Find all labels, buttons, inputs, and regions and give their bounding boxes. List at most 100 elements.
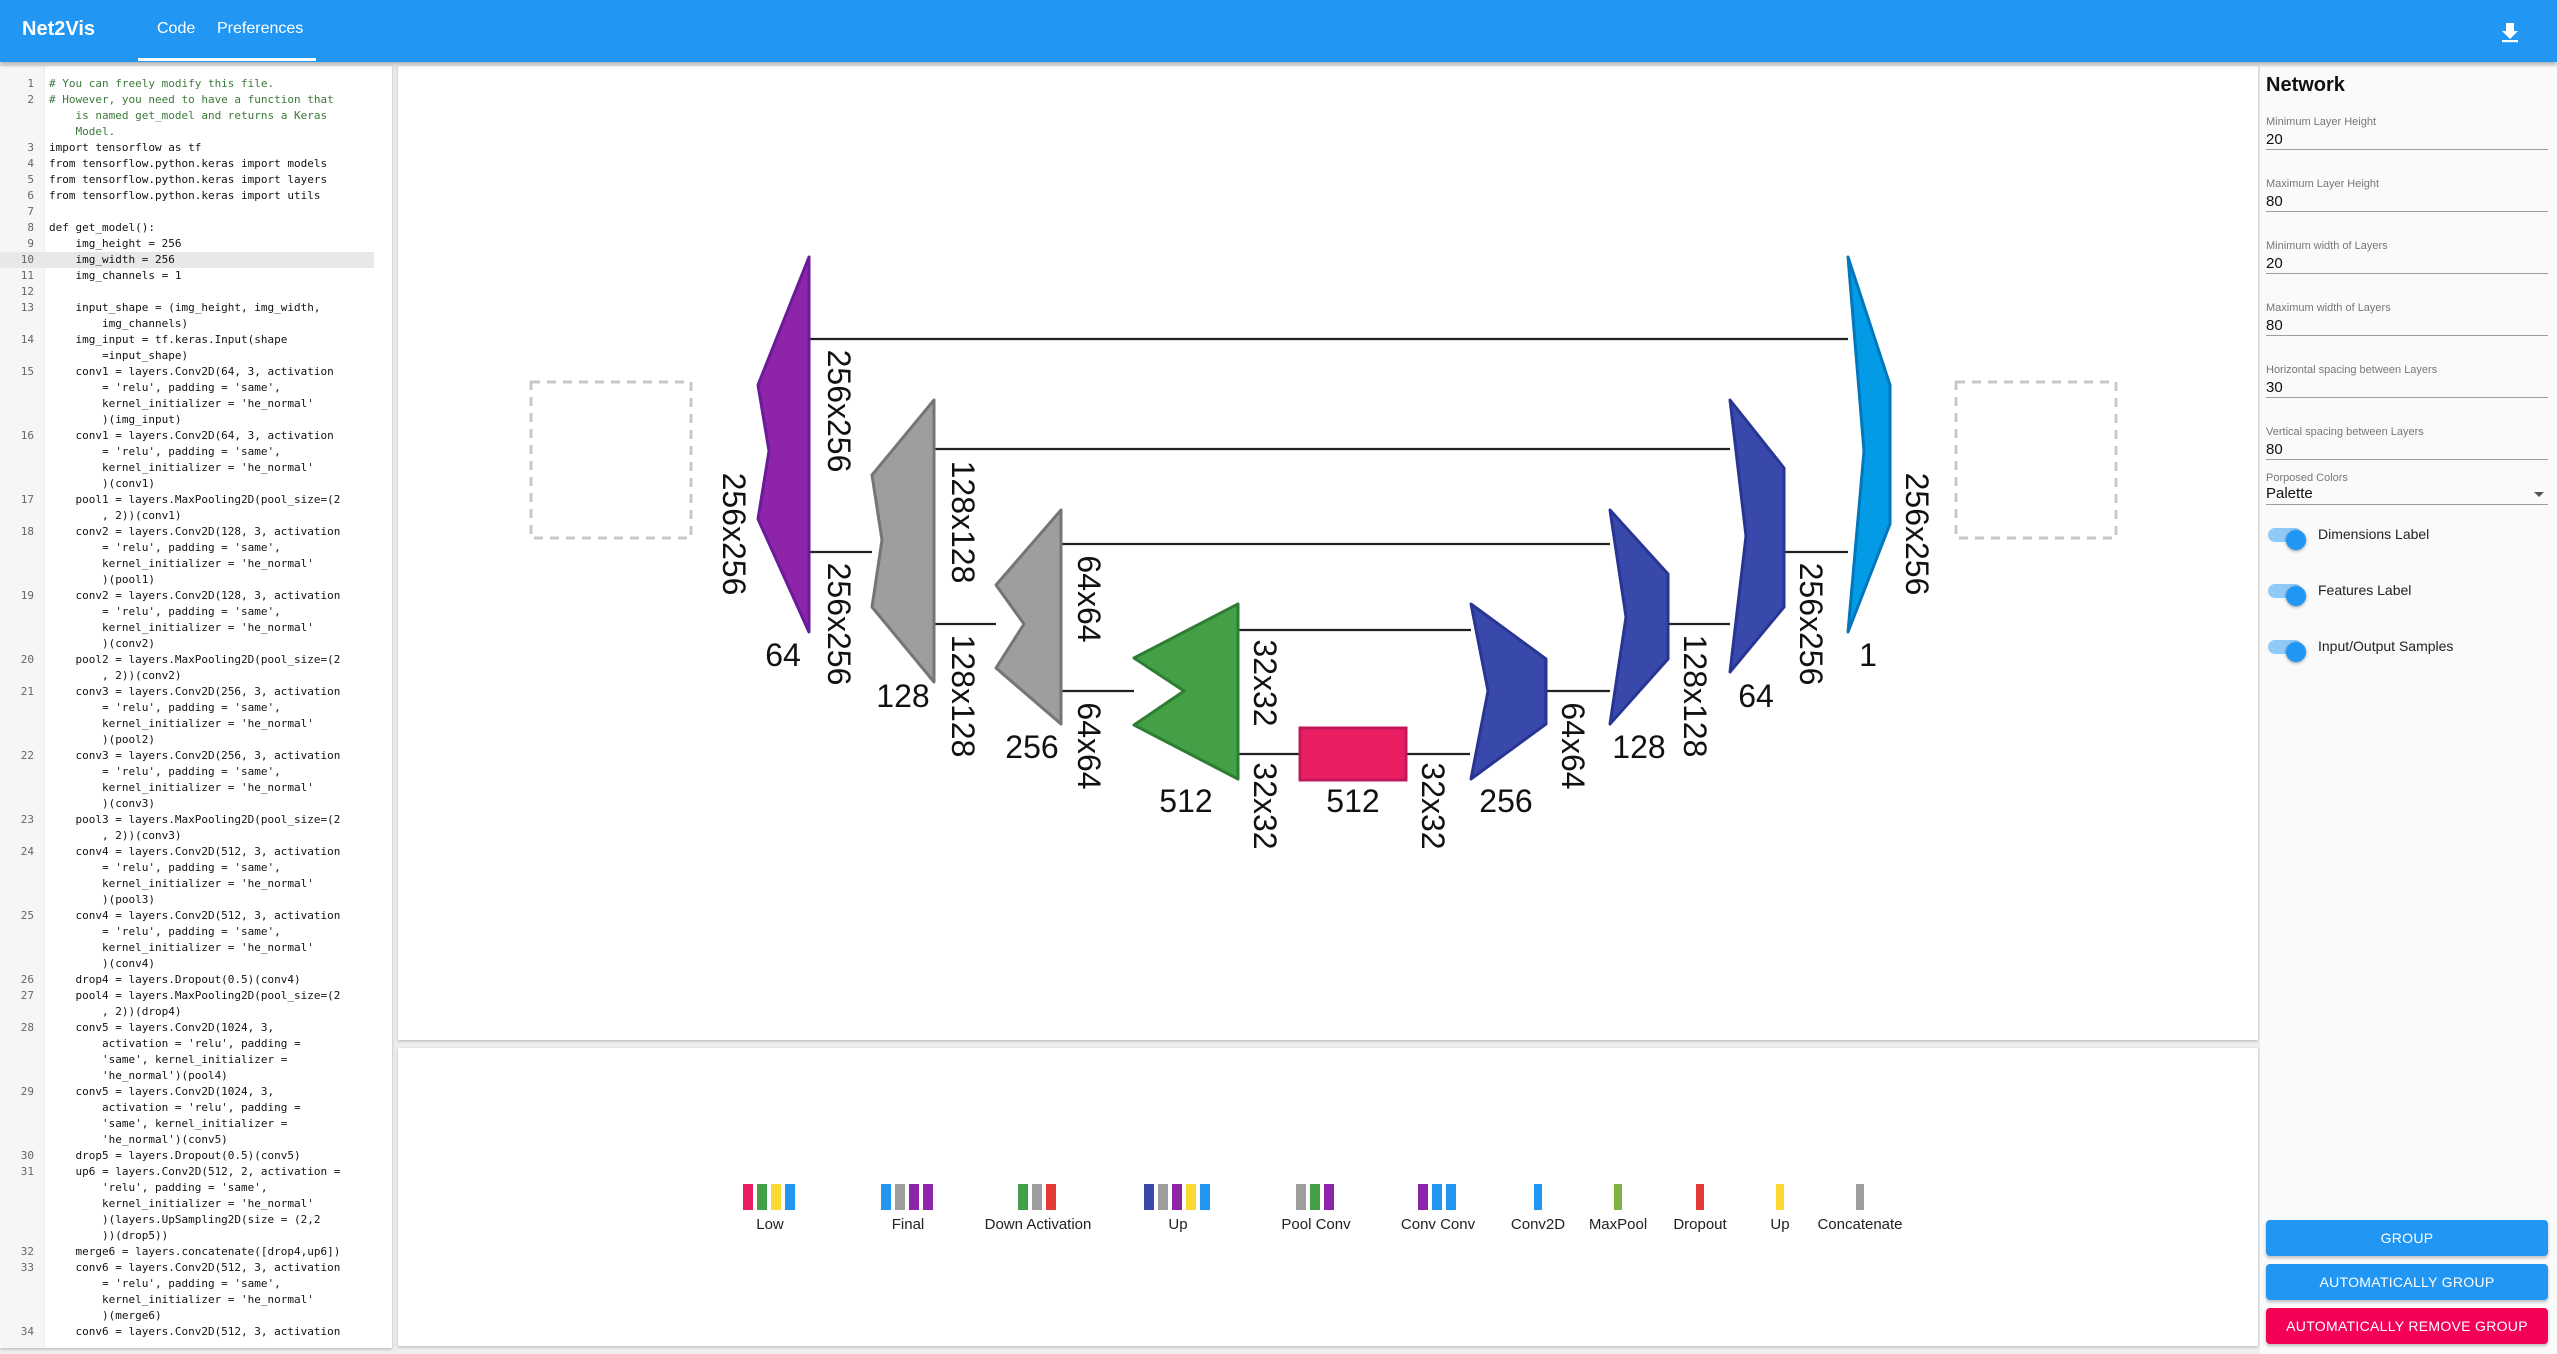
layer-1-shape[interactable] [756, 255, 811, 634]
code-line[interactable]: = 'relu', padding = 'same', [0, 444, 392, 460]
code-line[interactable]: 21 conv3 = layers.Conv2D(256, 3, activat… [0, 684, 392, 700]
code-line[interactable]: 18 conv2 = layers.Conv2D(128, 3, activat… [0, 524, 392, 540]
code-text[interactable]: conv1 = layers.Conv2D(64, 3, activation [49, 429, 334, 442]
layer-3-shape[interactable] [994, 508, 1063, 726]
code-line[interactable]: 19 conv2 = layers.Conv2D(128, 3, activat… [0, 588, 392, 604]
code-text[interactable]: img_input = tf.keras.Input(shape [49, 333, 288, 346]
code-line[interactable]: activation = 'relu', padding = [0, 1100, 392, 1116]
code-text[interactable]: )(pool1) [49, 573, 155, 586]
code-text[interactable]: )(conv1) [49, 477, 155, 490]
code-text[interactable]: = 'relu', padding = 'same', [49, 381, 281, 394]
code-text[interactable]: 'relu', padding = 'same', [49, 1181, 268, 1194]
code-line[interactable]: 10 img_width = 256 [0, 252, 392, 268]
code-line[interactable]: = 'relu', padding = 'same', [0, 924, 392, 940]
code-line[interactable]: kernel_initializer = 'he_normal' [0, 780, 392, 796]
code-text[interactable]: )(conv4) [49, 957, 155, 970]
code-line[interactable]: kernel_initializer = 'he_normal' [0, 1292, 392, 1308]
code-line[interactable]: 3 import tensorflow as tf [0, 140, 392, 156]
code-text[interactable]: conv6 = layers.Conv2D(512, 3, activation [49, 1261, 341, 1274]
dimensions-label-switch[interactable] [2268, 528, 2306, 550]
code-line[interactable]: 30 drop5 = layers.Dropout(0.5)(conv5) [0, 1148, 392, 1164]
tab-preferences[interactable]: Preferences [217, 20, 304, 37]
code-text[interactable]: drop4 = layers.Dropout(0.5)(conv4) [49, 973, 301, 986]
code-line[interactable]: 34 conv6 = layers.Conv2D(512, 3, activat… [0, 1324, 392, 1340]
code-text[interactable]: pool2 = layers.MaxPooling2D(pool_size=(2 [49, 653, 341, 666]
automatically-remove-group-button[interactable]: AUTOMATICALLY REMOVE GROUP [2266, 1308, 2548, 1344]
code-text[interactable]: activation = 'relu', padding = [49, 1037, 301, 1050]
code-text[interactable]: )(pool3) [49, 893, 155, 906]
min-layer-height-input[interactable] [2266, 129, 2548, 150]
code-line[interactable]: 26 drop4 = layers.Dropout(0.5)(conv4) [0, 972, 392, 988]
code-line[interactable]: img_channels) [0, 316, 392, 332]
code-text[interactable]: activation = 'relu', padding = [49, 1101, 301, 1114]
code-text[interactable]: kernel_initializer = 'he_normal' [49, 877, 314, 890]
code-text[interactable]: , 2))(conv3) [49, 829, 182, 842]
code-line[interactable]: )(merge6) [0, 1308, 392, 1324]
layer-7-shape[interactable] [1608, 508, 1670, 726]
code-line[interactable]: 6 from tensorflow.python.keras import uti… [0, 188, 392, 204]
code-text[interactable]: conv2 = layers.Conv2D(128, 3, activation [49, 525, 341, 538]
code-line[interactable]: )(pool2) [0, 732, 392, 748]
io-samples-switch[interactable] [2268, 640, 2306, 662]
code-line[interactable]: 14 img_input = tf.keras.Input(shape [0, 332, 392, 348]
code-text[interactable]: conv5 = layers.Conv2D(1024, 3, [49, 1085, 275, 1098]
code-line[interactable]: kernel_initializer = 'he_normal' [0, 460, 392, 476]
code-line[interactable]: )(pool1) [0, 572, 392, 588]
horizontal-spacing-input[interactable] [2266, 377, 2548, 398]
code-text[interactable]: merge6 = layers.concatenate([drop4,up6]) [49, 1245, 341, 1258]
code-text[interactable]: 'he_normal')(pool4) [49, 1069, 228, 1082]
code-text[interactable]: Model. [49, 125, 116, 138]
code-line[interactable]: = 'relu', padding = 'same', [0, 764, 392, 780]
code-text[interactable]: img_height = 256 [49, 237, 182, 250]
code-line[interactable]: 31 up6 = layers.Conv2D(512, 2, activatio… [0, 1164, 392, 1180]
colors-select[interactable]: Palette [2266, 484, 2548, 505]
download-button[interactable] [2494, 16, 2526, 46]
code-text[interactable]: = 'relu', padding = 'same', [49, 861, 281, 874]
code-text[interactable]: =input_shape) [49, 349, 189, 362]
code-line[interactable]: 7 [0, 204, 392, 220]
code-line[interactable]: = 'relu', padding = 'same', [0, 700, 392, 716]
code-text[interactable]: conv6 = layers.Conv2D(512, 3, activation [49, 1325, 341, 1338]
code-line[interactable]: 17 pool1 = layers.MaxPooling2D(pool_size… [0, 492, 392, 508]
code-line[interactable]: 5 from tensorflow.python.keras import lay… [0, 172, 392, 188]
code-text[interactable]: , 2))(conv1) [49, 509, 182, 522]
code-line[interactable]: kernel_initializer = 'he_normal' [0, 1196, 392, 1212]
code-text[interactable]: conv1 = layers.Conv2D(64, 3, activation [49, 365, 334, 378]
code-line[interactable]: , 2))(drop4) [0, 1004, 392, 1020]
code-text[interactable]: = 'relu', padding = 'same', [49, 765, 281, 778]
code-line[interactable]: )(conv3) [0, 796, 392, 812]
code-text[interactable]: , 2))(conv2) [49, 669, 182, 682]
code-text[interactable]: conv2 = layers.Conv2D(128, 3, activation [49, 589, 341, 602]
code-text[interactable]: img_channels = 1 [49, 269, 182, 282]
code-line[interactable]: kernel_initializer = 'he_normal' [0, 396, 392, 412]
code-line[interactable]: 28 conv5 = layers.Conv2D(1024, 3, [0, 1020, 392, 1036]
code-line[interactable]: =input_shape) [0, 348, 392, 364]
code-text[interactable]: conv5 = layers.Conv2D(1024, 3, [49, 1021, 275, 1034]
code-line[interactable]: 25 conv4 = layers.Conv2D(512, 3, activat… [0, 908, 392, 924]
code-line[interactable]: 1 # You can freely modify this file. [0, 76, 392, 92]
layer-5-shape[interactable] [1298, 726, 1408, 782]
code-text[interactable]: input_shape = (img_height, img_width, [49, 301, 321, 314]
code-text[interactable]: )(pool2) [49, 733, 155, 746]
code-text[interactable]: ))(drop5)) [49, 1229, 169, 1242]
code-line[interactable]: 4 from tensorflow.python.keras import mod… [0, 156, 392, 172]
code-line[interactable]: kernel_initializer = 'he_normal' [0, 620, 392, 636]
code-text[interactable]: # You can freely modify this file. [49, 77, 275, 90]
code-line[interactable]: 'relu', padding = 'same', [0, 1180, 392, 1196]
code-text[interactable]: kernel_initializer = 'he_normal' [49, 1197, 314, 1210]
code-text[interactable]: = 'relu', padding = 'same', [49, 605, 281, 618]
code-text[interactable]: def get_model(): [49, 221, 155, 234]
code-line[interactable]: )(conv1) [0, 476, 392, 492]
code-text[interactable]: # However, you need to have a function t… [49, 93, 334, 106]
legend-item[interactable]: Up [1118, 1182, 1238, 1233]
legend-item[interactable]: MaxPool [1558, 1182, 1678, 1233]
code-text[interactable]: pool3 = layers.MaxPooling2D(pool_size=(2 [49, 813, 341, 826]
code-text[interactable]: conv4 = layers.Conv2D(512, 3, activation [49, 909, 341, 922]
code-text[interactable]: from tensorflow.python.keras import mode… [49, 157, 328, 170]
legend-item[interactable]: Dropout [1640, 1182, 1760, 1233]
code-line[interactable]: kernel_initializer = 'he_normal' [0, 716, 392, 732]
code-line[interactable]: 29 conv5 = layers.Conv2D(1024, 3, [0, 1084, 392, 1100]
code-line[interactable]: 'he_normal')(pool4) [0, 1068, 392, 1084]
code-line[interactable]: 15 conv1 = layers.Conv2D(64, 3, activati… [0, 364, 392, 380]
code-line[interactable]: 32 merge6 = layers.concatenate([drop4,up… [0, 1244, 392, 1260]
